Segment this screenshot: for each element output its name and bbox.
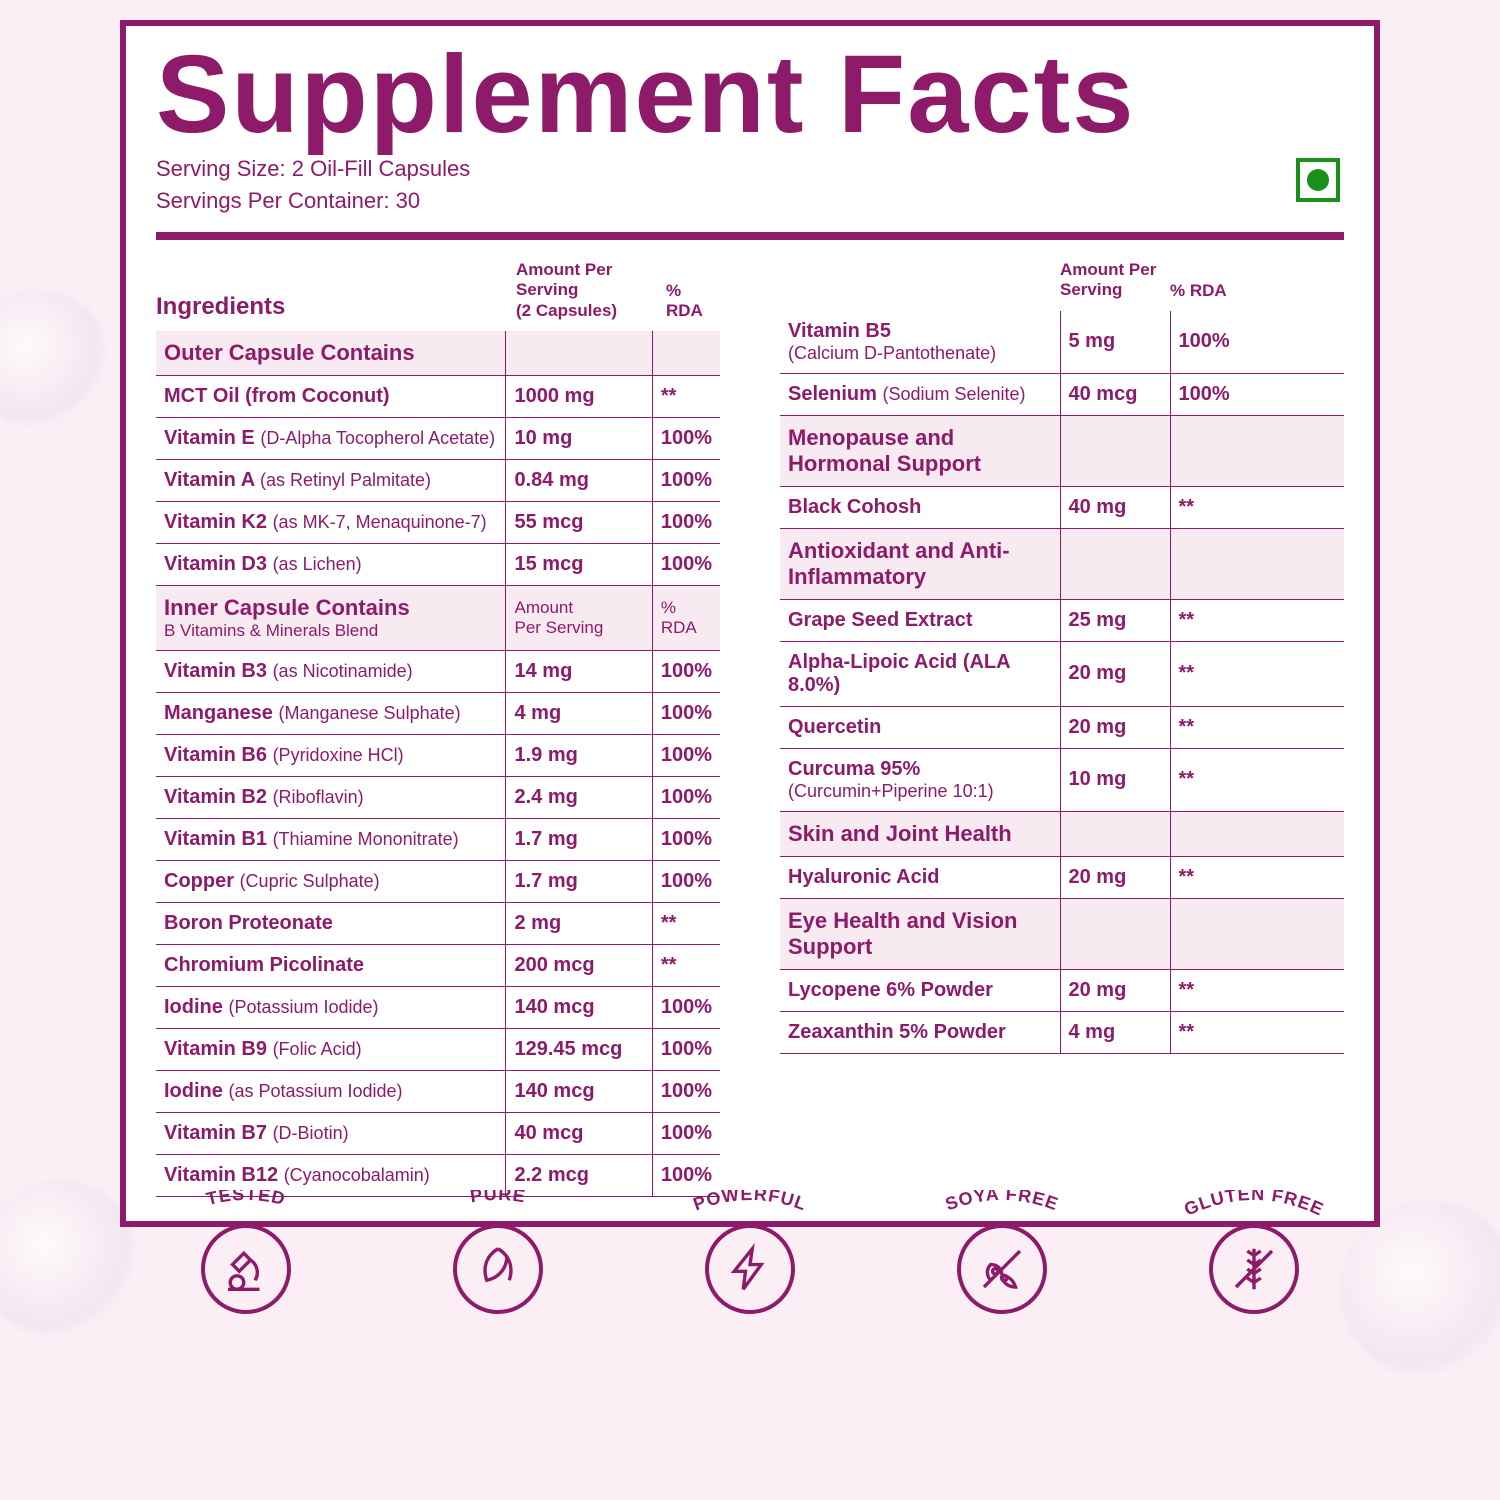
- table-row: Iodine (as Potassium Iodide)140 mcg100%: [156, 1071, 720, 1113]
- table-row: Black Cohosh 40 mg**: [780, 486, 1344, 528]
- svg-text:GLUTEN FREE: GLUTEN FREE: [1181, 1190, 1327, 1220]
- table-row: Hyaluronic Acid 20 mg**: [780, 856, 1344, 898]
- serving-size: Serving Size: 2 Oil-Fill Capsules: [156, 156, 1344, 182]
- table-row: Boron Proteonate 2 mg**: [156, 903, 720, 945]
- table-row: Vitamin A (as Retinyl Palmitate)0.84 mg1…: [156, 460, 720, 502]
- ingredients-table-right: Vitamin B5(Calcium D-Pantothenate)5 mg10…: [780, 311, 1344, 1054]
- table-row: Zeaxanthin 5% Powder 4 mg**: [780, 1011, 1344, 1053]
- table-row: Antioxidant and Anti-Inflammatory: [780, 528, 1344, 599]
- soy-free-icon: [975, 1242, 1029, 1296]
- facts-panel: Supplement Facts Serving Size: 2 Oil-Fil…: [120, 20, 1380, 1227]
- table-row: Vitamin B6 (Pyridoxine HCl)1.9 mg100%: [156, 735, 720, 777]
- table-row: Alpha-Lipoic Acid (ALA 8.0%) 20 mg**: [780, 641, 1344, 706]
- svg-text:TESTED: TESTED: [204, 1190, 287, 1209]
- table-row: Skin and Joint Health: [780, 811, 1344, 856]
- table-row: Vitamin E (D-Alpha Tocopherol Acetate)10…: [156, 418, 720, 460]
- svg-text:SOYA FREE: SOYA FREE: [943, 1190, 1062, 1214]
- table-row: Iodine (Potassium Iodide)140 mcg100%: [156, 987, 720, 1029]
- table-row: Quercetin 20 mg**: [780, 706, 1344, 748]
- table-row: Copper (Cupric Sulphate)1.7 mg100%: [156, 861, 720, 903]
- servings-per-container: Servings Per Container: 30: [156, 188, 1344, 214]
- table-row: Vitamin B5(Calcium D-Pantothenate)5 mg10…: [780, 311, 1344, 374]
- table-row: Vitamin K2 (as MK-7, Menaquinone-7)55 mc…: [156, 502, 720, 544]
- badge-tested: TESTED: [166, 1190, 326, 1314]
- divider: [156, 232, 1344, 240]
- table-row: Eye Health and Vision Support: [780, 898, 1344, 969]
- table-row: Grape Seed Extract 25 mg**: [780, 599, 1344, 641]
- table-row: MCT Oil (from Coconut) 1000 mg**: [156, 376, 720, 418]
- svg-text:PURE: PURE: [469, 1190, 527, 1206]
- svg-text:POWERFUL: POWERFUL: [691, 1190, 810, 1214]
- leaf-icon: [471, 1242, 525, 1296]
- title: Supplement Facts: [156, 40, 1135, 150]
- table-row: Outer Capsule Contains: [156, 331, 720, 376]
- table-row: Vitamin B1 (Thiamine Mononitrate)1.7 mg1…: [156, 819, 720, 861]
- badge-gluten-free: GLUTEN FREE: [1174, 1190, 1334, 1314]
- table-row: Vitamin B3 (as Nicotinamide)14 mg100%: [156, 651, 720, 693]
- table-row: Inner Capsule ContainsB Vitamins & Miner…: [156, 586, 720, 651]
- badges-row: TESTED PURE POWERFUL SOYA FREE GLUTEN FR…: [120, 1190, 1380, 1314]
- microscope-icon: [219, 1242, 273, 1296]
- table-row: Curcuma 95%(Curcumin+Piperine 10:1)10 mg…: [780, 748, 1344, 811]
- table-row: Menopause and Hormonal Support: [780, 415, 1344, 486]
- table-row: Selenium (Sodium Selenite)40 mcg100%: [780, 373, 1344, 415]
- badge-powerful: POWERFUL: [670, 1190, 830, 1314]
- badge-soya-free: SOYA FREE: [922, 1190, 1082, 1314]
- table-row: Vitamin B9 (Folic Acid)129.45 mcg100%: [156, 1029, 720, 1071]
- table-row: Vitamin B2 (Riboflavin)2.4 mg100%: [156, 777, 720, 819]
- table-row: Lycopene 6% Powder 20 mg**: [780, 969, 1344, 1011]
- column-headers-right: Amount PerServing % RDA: [780, 246, 1344, 311]
- table-row: Vitamin B7 (D-Biotin)40 mcg100%: [156, 1113, 720, 1155]
- badge-pure: PURE: [418, 1190, 578, 1314]
- column-headers-left: Ingredients Amount Per Serving(2 Capsule…: [156, 246, 720, 331]
- table-row: Manganese (Manganese Sulphate)4 mg100%: [156, 693, 720, 735]
- gluten-free-icon: [1227, 1242, 1281, 1296]
- table-row: Chromium Picolinate 200 mcg**: [156, 945, 720, 987]
- table-row: Vitamin D3 (as Lichen)15 mcg100%: [156, 544, 720, 586]
- ingredients-table-left: Outer Capsule ContainsMCT Oil (from Coco…: [156, 331, 720, 1197]
- bolt-icon: [723, 1242, 777, 1296]
- vegetarian-mark-icon: [1296, 158, 1340, 202]
